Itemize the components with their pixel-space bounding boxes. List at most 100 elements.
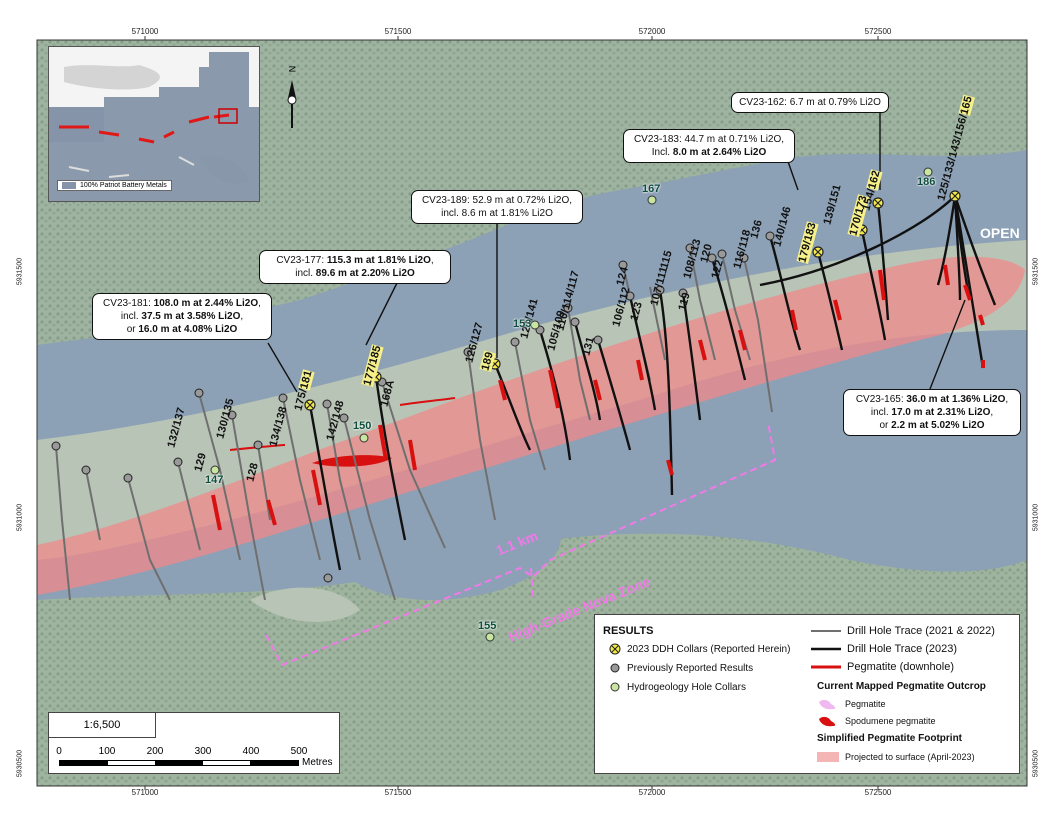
- graticule-ticks: [144, 36, 879, 790]
- callout-text: ,: [240, 311, 244, 322]
- callout-line: CV23-183: 44.7 m at 0.71% Li2O,: [630, 133, 788, 146]
- axis-top-tick: 572500: [864, 27, 892, 36]
- legend-item: Hydrogeology Hole Collars: [609, 681, 746, 693]
- axis-left-tick: 5930500: [16, 749, 24, 778]
- legend-label: Previously Reported Results: [627, 662, 754, 674]
- footprint-swatch: [817, 752, 839, 762]
- scale-bar: [59, 760, 299, 766]
- trace-2021-swatch: [811, 630, 841, 632]
- scale-tick: 400: [242, 746, 260, 757]
- legend-label: Projected to surface (April-2023): [845, 752, 975, 762]
- callout-text: 36.0 m at 1.36% Li2O: [906, 394, 1006, 405]
- callout-text: CV23-181:: [103, 298, 154, 309]
- north-arrow-icon: N: [282, 62, 302, 132]
- axis-left-tick: 5931000: [16, 503, 24, 532]
- callout-text: incl.: [295, 268, 316, 279]
- legend-label: Spodumene pegmatite: [845, 716, 936, 726]
- hydro-label: 155: [478, 620, 497, 632]
- legend-item: 2023 DDH Collars (Reported Herein): [609, 643, 790, 655]
- scale-box: 1:6,500 0 100 200 300 400 500 Metres: [48, 712, 340, 774]
- legend-item: Spodumene pegmatite: [817, 715, 936, 727]
- axis-top-tick: 572000: [638, 27, 666, 36]
- axis-top-tick: 571500: [384, 27, 412, 36]
- legend-label: Pegmatite (downhole): [847, 661, 955, 673]
- callout-line: incl. 8.6 m at 1.81% Li2O: [418, 207, 576, 220]
- pegmatite-downhole-swatch: [811, 665, 841, 669]
- axis-top-tick: 571000: [131, 27, 159, 36]
- scale-tick: 100: [98, 746, 116, 757]
- pegmatite-outcrop-swatch: [819, 699, 836, 710]
- callout-text: ,: [990, 407, 994, 418]
- callout-text: ,: [430, 255, 434, 266]
- callout-cv23-189: CV23-189: 52.9 m at 0.72% Li2O, incl. 8.6…: [411, 190, 583, 224]
- collar-previous-icon: [610, 663, 620, 673]
- callout-cv23-165: CV23-165: 36.0 m at 1.36% Li2O, incl. 17.…: [843, 389, 1021, 436]
- callout-text: or: [879, 420, 892, 431]
- map-border: [36, 39, 1028, 787]
- callout-text: 17.0 m at 2.31% Li2O: [891, 407, 991, 418]
- callout-text: 37.5 m at 3.58% Li2O: [141, 311, 241, 322]
- legend-item: Drill Hole Trace (2021 & 2022): [811, 625, 995, 637]
- callout-line: CV23-177: 115.3 m at 1.81% Li2O,: [266, 254, 444, 267]
- callout-line: CV23-181: 108.0 m at 2.44% Li2O,: [99, 297, 265, 310]
- axis-left-tick: 5931500: [16, 257, 24, 286]
- inset-graphic: [49, 47, 259, 201]
- legend-item: Projected to surface (April-2023): [817, 752, 975, 762]
- collars-2023: [304, 190, 961, 411]
- callout-text: 108.0 m at 2.44% Li2O: [153, 298, 259, 309]
- drill-traces-2023: [308, 195, 997, 571]
- collars-previous: [51, 231, 775, 583]
- legend-label: Pegmatite: [845, 699, 886, 709]
- axis-bottom-tick: 572500: [864, 788, 892, 797]
- hydro-label: 167: [642, 183, 661, 195]
- map-legend: RESULTS 2023 DDH Collars (Reported Herei…: [594, 614, 1020, 774]
- callout-line: incl. 37.5 m at 3.58% Li2O,: [99, 310, 265, 323]
- nova-zone-bracket: [265, 421, 777, 667]
- callout-line: or 2.2 m at 5.02% Li2O: [850, 419, 1014, 432]
- location-inset-map: 100% Patriot Battery Metals: [48, 46, 260, 202]
- axis-bottom-tick: 571500: [384, 788, 412, 797]
- axis-bottom-tick: 572000: [638, 788, 666, 797]
- svg-text:N: N: [287, 66, 297, 73]
- callout-line: incl. 89.6 m at 2.20% Li2O: [266, 267, 444, 280]
- callout-text: CV23-162: 6.7 m at 0.79% Li2O: [739, 97, 881, 108]
- pegmatite-downhole: [211, 264, 985, 531]
- inset-legend-label: 100% Patriot Battery Metals: [80, 182, 167, 189]
- callout-text: ,: [1005, 394, 1009, 405]
- callout-text: CV23-189: 52.9 m at 0.72% Li2O,: [421, 195, 573, 206]
- callout-cv23-177: CV23-177: 115.3 m at 1.81% Li2O, incl. 89…: [259, 250, 451, 284]
- legend-item: Pegmatite (downhole): [811, 661, 954, 673]
- callout-text: incl.: [870, 407, 892, 418]
- legend-label: Hydrogeology Hole Collars: [627, 681, 746, 693]
- open-label: OPEN: [980, 225, 1020, 241]
- axis-bottom-tick: 571000: [131, 788, 159, 797]
- scale-tick: 500: [290, 746, 308, 757]
- hydro-label: 186: [917, 176, 936, 188]
- spodumene-outcrop: [312, 455, 392, 467]
- callout-text: CV23-165:: [855, 394, 907, 405]
- hydro-label: 147: [205, 474, 224, 486]
- small-island: [250, 587, 360, 622]
- legend-item: Drill Hole Trace (2023): [811, 643, 957, 655]
- callout-text: 115.3 m at 1.81% Li2O: [326, 255, 431, 266]
- legend-item: Pegmatite: [817, 698, 886, 710]
- scale-tick: 300: [194, 746, 212, 757]
- spodumene-outcrop-swatch: [819, 716, 836, 727]
- callout-cv23-181: CV23-181: 108.0 m at 2.44% Li2O, incl. 37…: [92, 293, 272, 340]
- callout-text: CV23-177:: [276, 255, 327, 266]
- callout-text: 8.0 m at 2.64% Li2O: [672, 147, 767, 158]
- callout-cv23-183: CV23-183: 44.7 m at 0.71% Li2O, Incl. 8.0…: [623, 129, 795, 163]
- claims-swatch: [62, 182, 76, 189]
- callout-text: 89.6 m at 2.20% Li2O: [315, 268, 415, 279]
- callout-text: CV23-183: 44.7 m at 0.71% Li2O,: [633, 134, 785, 145]
- collar-2023-icon: [609, 643, 621, 655]
- callout-text: incl.: [120, 311, 142, 322]
- callout-line: CV23-189: 52.9 m at 0.72% Li2O,: [418, 194, 576, 207]
- legend-label: 2023 DDH Collars (Reported Herein): [627, 643, 791, 655]
- callout-line: Incl. 8.0 m at 2.64% Li2O: [630, 146, 788, 159]
- callout-line: CV23-162: 6.7 m at 0.79% Li2O: [738, 96, 882, 109]
- inset-legend: 100% Patriot Battery Metals: [57, 180, 172, 191]
- axis-right-tick: 5930500: [1032, 749, 1040, 778]
- scale-tick: 0: [56, 746, 62, 757]
